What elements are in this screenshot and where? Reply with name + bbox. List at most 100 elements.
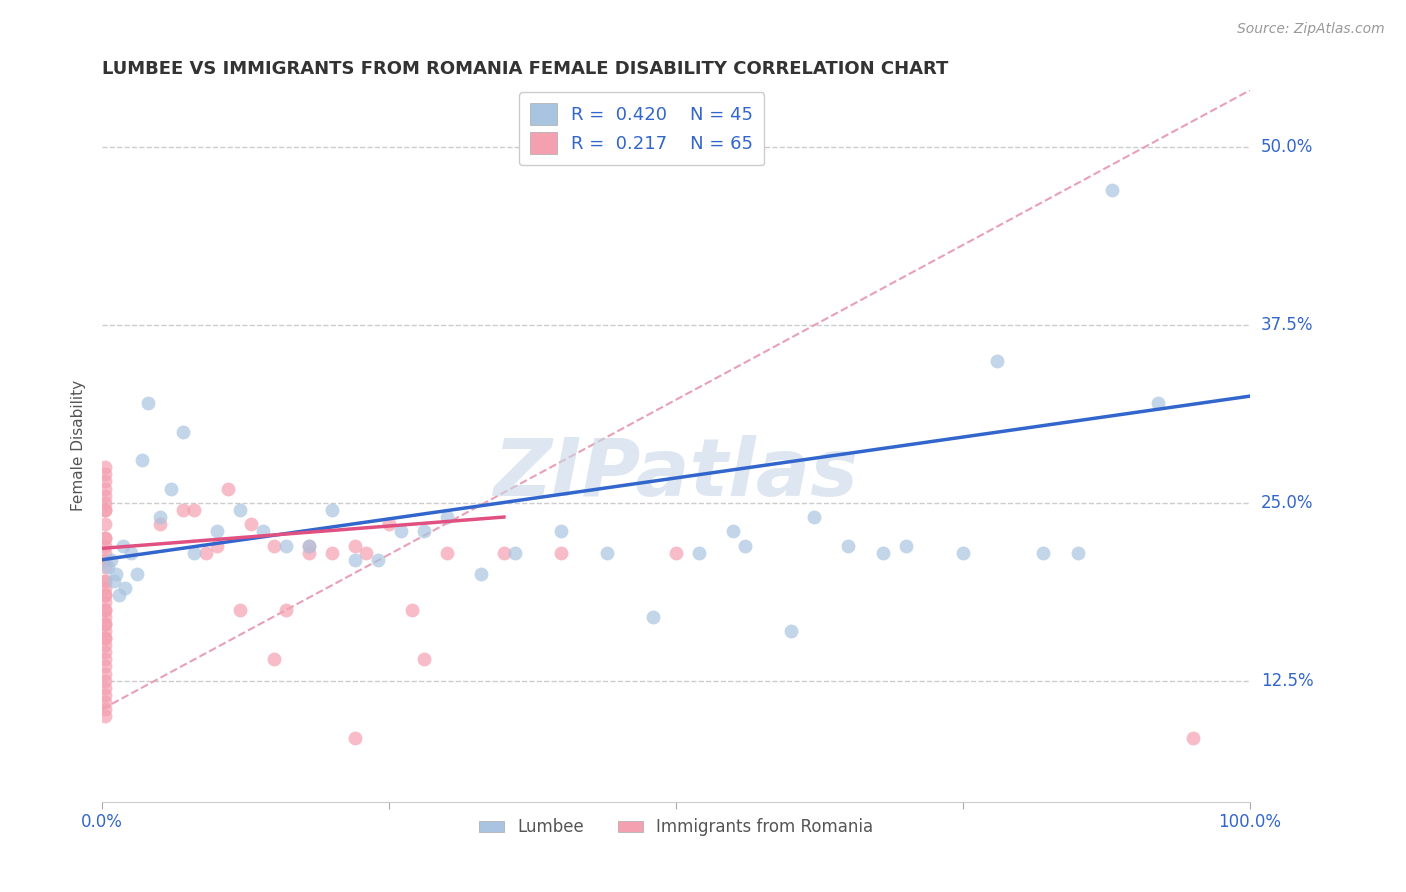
Point (872, 546, 894, 560)
Point (93, 539, 115, 553)
Point (111, 539, 134, 553)
Point (550, 546, 572, 560)
Point (131, 453, 153, 467)
Point (734, 539, 756, 553)
Point (550, 524, 572, 539)
Point (172, 503, 194, 517)
Point (401, 602, 423, 616)
Point (93, 631, 115, 645)
Point (93, 616, 115, 631)
Point (688, 546, 710, 560)
Point (274, 539, 297, 553)
Point (172, 425, 194, 439)
Point (492, 546, 515, 560)
Point (93, 482, 115, 496)
Point (1101, 183, 1123, 197)
Point (93, 645, 115, 659)
Point (93, 546, 115, 560)
Point (470, 566, 492, 581)
Point (894, 539, 917, 553)
Point (93, 638, 115, 652)
Point (229, 602, 252, 616)
Point (93, 574, 115, 588)
Point (205, 539, 228, 553)
Point (100, 552, 122, 566)
Text: 50.0%: 50.0% (1261, 138, 1313, 156)
Text: Source: ZipAtlas.com: Source: ZipAtlas.com (1237, 22, 1385, 37)
Point (93, 688, 115, 702)
Point (93, 552, 115, 566)
Point (837, 539, 859, 553)
Point (93, 517, 115, 532)
Point (93, 588, 115, 602)
Point (952, 546, 974, 560)
Point (643, 609, 665, 624)
Text: LUMBEE VS IMMIGRANTS FROM ROMANIA FEMALE DISABILITY CORRELATION CHART: LUMBEE VS IMMIGRANTS FROM ROMANIA FEMALE… (103, 60, 949, 78)
Point (93, 631, 115, 645)
Point (1147, 396, 1170, 410)
Point (93, 681, 115, 695)
Text: 37.5%: 37.5% (1261, 316, 1313, 334)
Point (436, 546, 458, 560)
Point (298, 546, 321, 560)
Point (93, 702, 115, 716)
Text: ZIPatlas: ZIPatlas (494, 435, 859, 514)
Point (354, 546, 377, 560)
Point (1067, 546, 1090, 560)
Point (252, 524, 274, 539)
Point (125, 566, 148, 581)
Point (93, 581, 115, 595)
Point (149, 510, 172, 524)
Point (149, 517, 172, 532)
Point (205, 524, 228, 539)
Point (93, 616, 115, 631)
Point (104, 566, 127, 581)
Point (229, 503, 252, 517)
Point (103, 574, 125, 588)
Point (274, 602, 297, 616)
Point (298, 539, 321, 553)
Point (93, 475, 115, 489)
Point (136, 396, 159, 410)
Point (343, 552, 366, 566)
Point (412, 652, 434, 666)
Point (378, 517, 401, 532)
Text: 25.0%: 25.0% (1261, 494, 1313, 512)
Point (183, 503, 205, 517)
Point (803, 510, 825, 524)
Point (263, 539, 285, 553)
Point (1032, 546, 1054, 560)
Point (723, 524, 745, 539)
Point (114, 581, 136, 595)
Point (343, 731, 366, 745)
Point (194, 546, 217, 560)
Point (596, 546, 619, 560)
Point (93, 595, 115, 609)
Point (217, 482, 239, 496)
Legend: Lumbee, Immigrants from Romania: Lumbee, Immigrants from Romania (472, 812, 880, 843)
Point (986, 353, 1008, 368)
Point (120, 546, 142, 560)
Point (343, 539, 366, 553)
Point (263, 652, 285, 666)
Point (93, 532, 115, 546)
Point (93, 673, 115, 688)
Point (93, 659, 115, 673)
Text: 12.5%: 12.5% (1261, 672, 1313, 690)
Point (93, 532, 115, 546)
Point (93, 652, 115, 666)
Point (93, 709, 115, 723)
Point (183, 546, 205, 560)
Point (108, 588, 131, 602)
Point (93, 559, 115, 574)
Point (93, 574, 115, 588)
Point (93, 588, 115, 602)
Point (93, 666, 115, 681)
Point (779, 624, 801, 638)
Point (412, 524, 434, 539)
Point (93, 602, 115, 616)
Y-axis label: Female Disability: Female Disability (72, 380, 86, 511)
Point (93, 489, 115, 503)
Point (93, 695, 115, 709)
Point (298, 539, 321, 553)
